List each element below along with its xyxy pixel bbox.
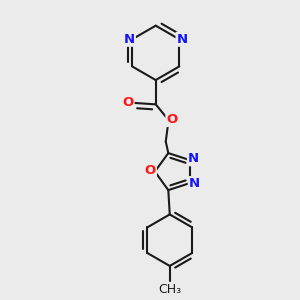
- Text: O: O: [145, 164, 156, 177]
- Text: N: N: [177, 33, 188, 46]
- Text: O: O: [122, 96, 134, 110]
- Text: CH₃: CH₃: [158, 283, 181, 296]
- Text: N: N: [188, 152, 199, 165]
- Text: N: N: [124, 33, 135, 46]
- Text: O: O: [167, 113, 178, 126]
- Text: N: N: [189, 177, 200, 190]
